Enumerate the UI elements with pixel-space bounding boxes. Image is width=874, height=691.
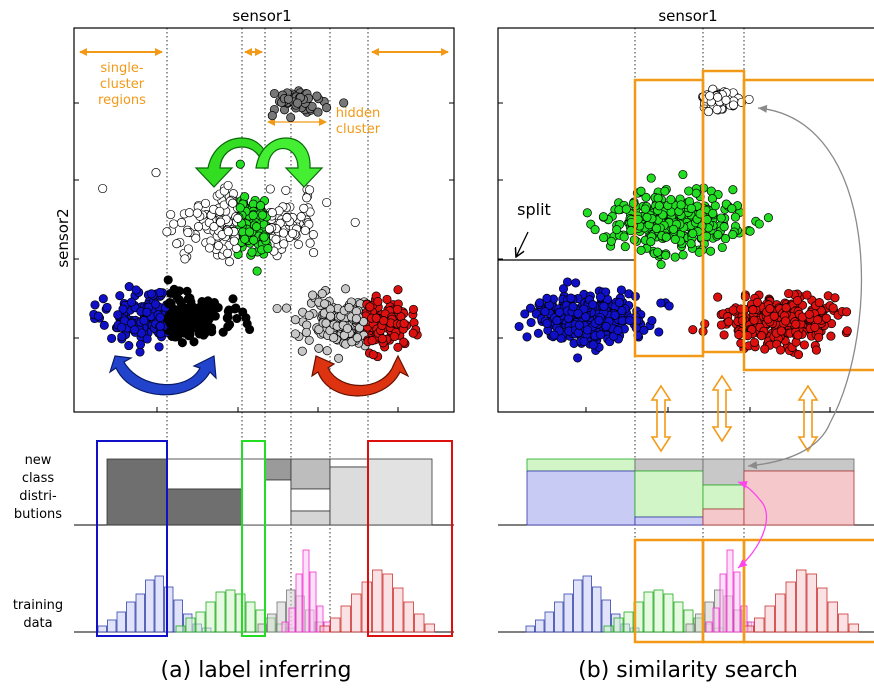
- hidden-cluster-dark: [267, 86, 349, 123]
- orange-partitions: [633, 69, 874, 372]
- right-hist-red: [743, 569, 859, 633]
- right-scatter-frame: [497, 27, 874, 413]
- left-hist-red: [319, 569, 435, 633]
- right-blue-cluster: [514, 277, 674, 363]
- hidden-cluster-label-2: cluster: [336, 122, 381, 137]
- left-ticks: [74, 102, 454, 412]
- green-curved-arrows: [194, 137, 324, 188]
- single-cluster-label-2: cluster: [100, 77, 145, 92]
- gray-link-arrow-top: [757, 104, 863, 424]
- left-x-label: sensor1: [232, 7, 291, 25]
- left-dotted-separators: [166, 28, 369, 632]
- left-range-arrows: [79, 48, 449, 126]
- magenta-link-arrow-up: [737, 481, 761, 501]
- split-arrow: [516, 231, 529, 257]
- left-scatter-frame: [73, 27, 455, 413]
- middle-cluster: [98, 159, 360, 276]
- right-red-cluster: [688, 288, 852, 360]
- red-curved-arrow: [311, 354, 410, 397]
- left-panel: sensor1 sensor2 single- clus: [13, 7, 455, 683]
- right-caption: (b) similarity search: [578, 658, 798, 683]
- right-scatter-points: [514, 84, 852, 363]
- single-cluster-label-1: single-: [100, 61, 143, 76]
- orange-histogram-boxes: [633, 538, 874, 644]
- left-training-histogram: [97, 549, 435, 633]
- gray-link-arrow-bottom: [747, 422, 831, 470]
- training-label-1: training: [13, 598, 63, 613]
- orange-double-arrows: [650, 374, 819, 453]
- green-region-box: [241, 440, 266, 637]
- left-hist-green: [175, 589, 296, 633]
- hidden-cluster-label-1: hidden: [336, 106, 381, 121]
- split-label: split: [517, 200, 551, 219]
- right-panel: sensor1 split: [497, 7, 874, 683]
- right-ticks: [498, 102, 831, 412]
- blue-curved-arrow: [108, 355, 217, 396]
- red-region-box: [367, 440, 453, 637]
- right-hist-green: [603, 589, 724, 633]
- left-scatter-points: [89, 86, 422, 363]
- new-dist-label-2: class: [22, 471, 54, 486]
- blue-region-box: [96, 440, 168, 637]
- right-green-cluster: [582, 169, 773, 270]
- left-class-distributions: [106, 458, 433, 526]
- right-hist-magenta: [705, 549, 755, 633]
- right-x-label: sensor1: [658, 7, 717, 25]
- new-dist-label-3: distri-: [19, 489, 57, 504]
- left-caption: (a) label inferring: [161, 658, 352, 683]
- new-dist-label-4: butions: [14, 507, 62, 522]
- left-y-label: sensor2: [54, 208, 72, 267]
- magenta-link-arrow-down: [737, 499, 768, 569]
- row-labels: new class distri- butions training data: [13, 453, 63, 631]
- training-label-2: data: [23, 616, 52, 631]
- new-dist-label-1: new: [25, 453, 52, 468]
- right-cluster: [272, 284, 422, 363]
- right-training-histogram: [525, 549, 859, 633]
- single-cluster-label-3: regions: [98, 93, 146, 108]
- left-cluster: [89, 275, 255, 357]
- right-class-distributions: [526, 458, 855, 526]
